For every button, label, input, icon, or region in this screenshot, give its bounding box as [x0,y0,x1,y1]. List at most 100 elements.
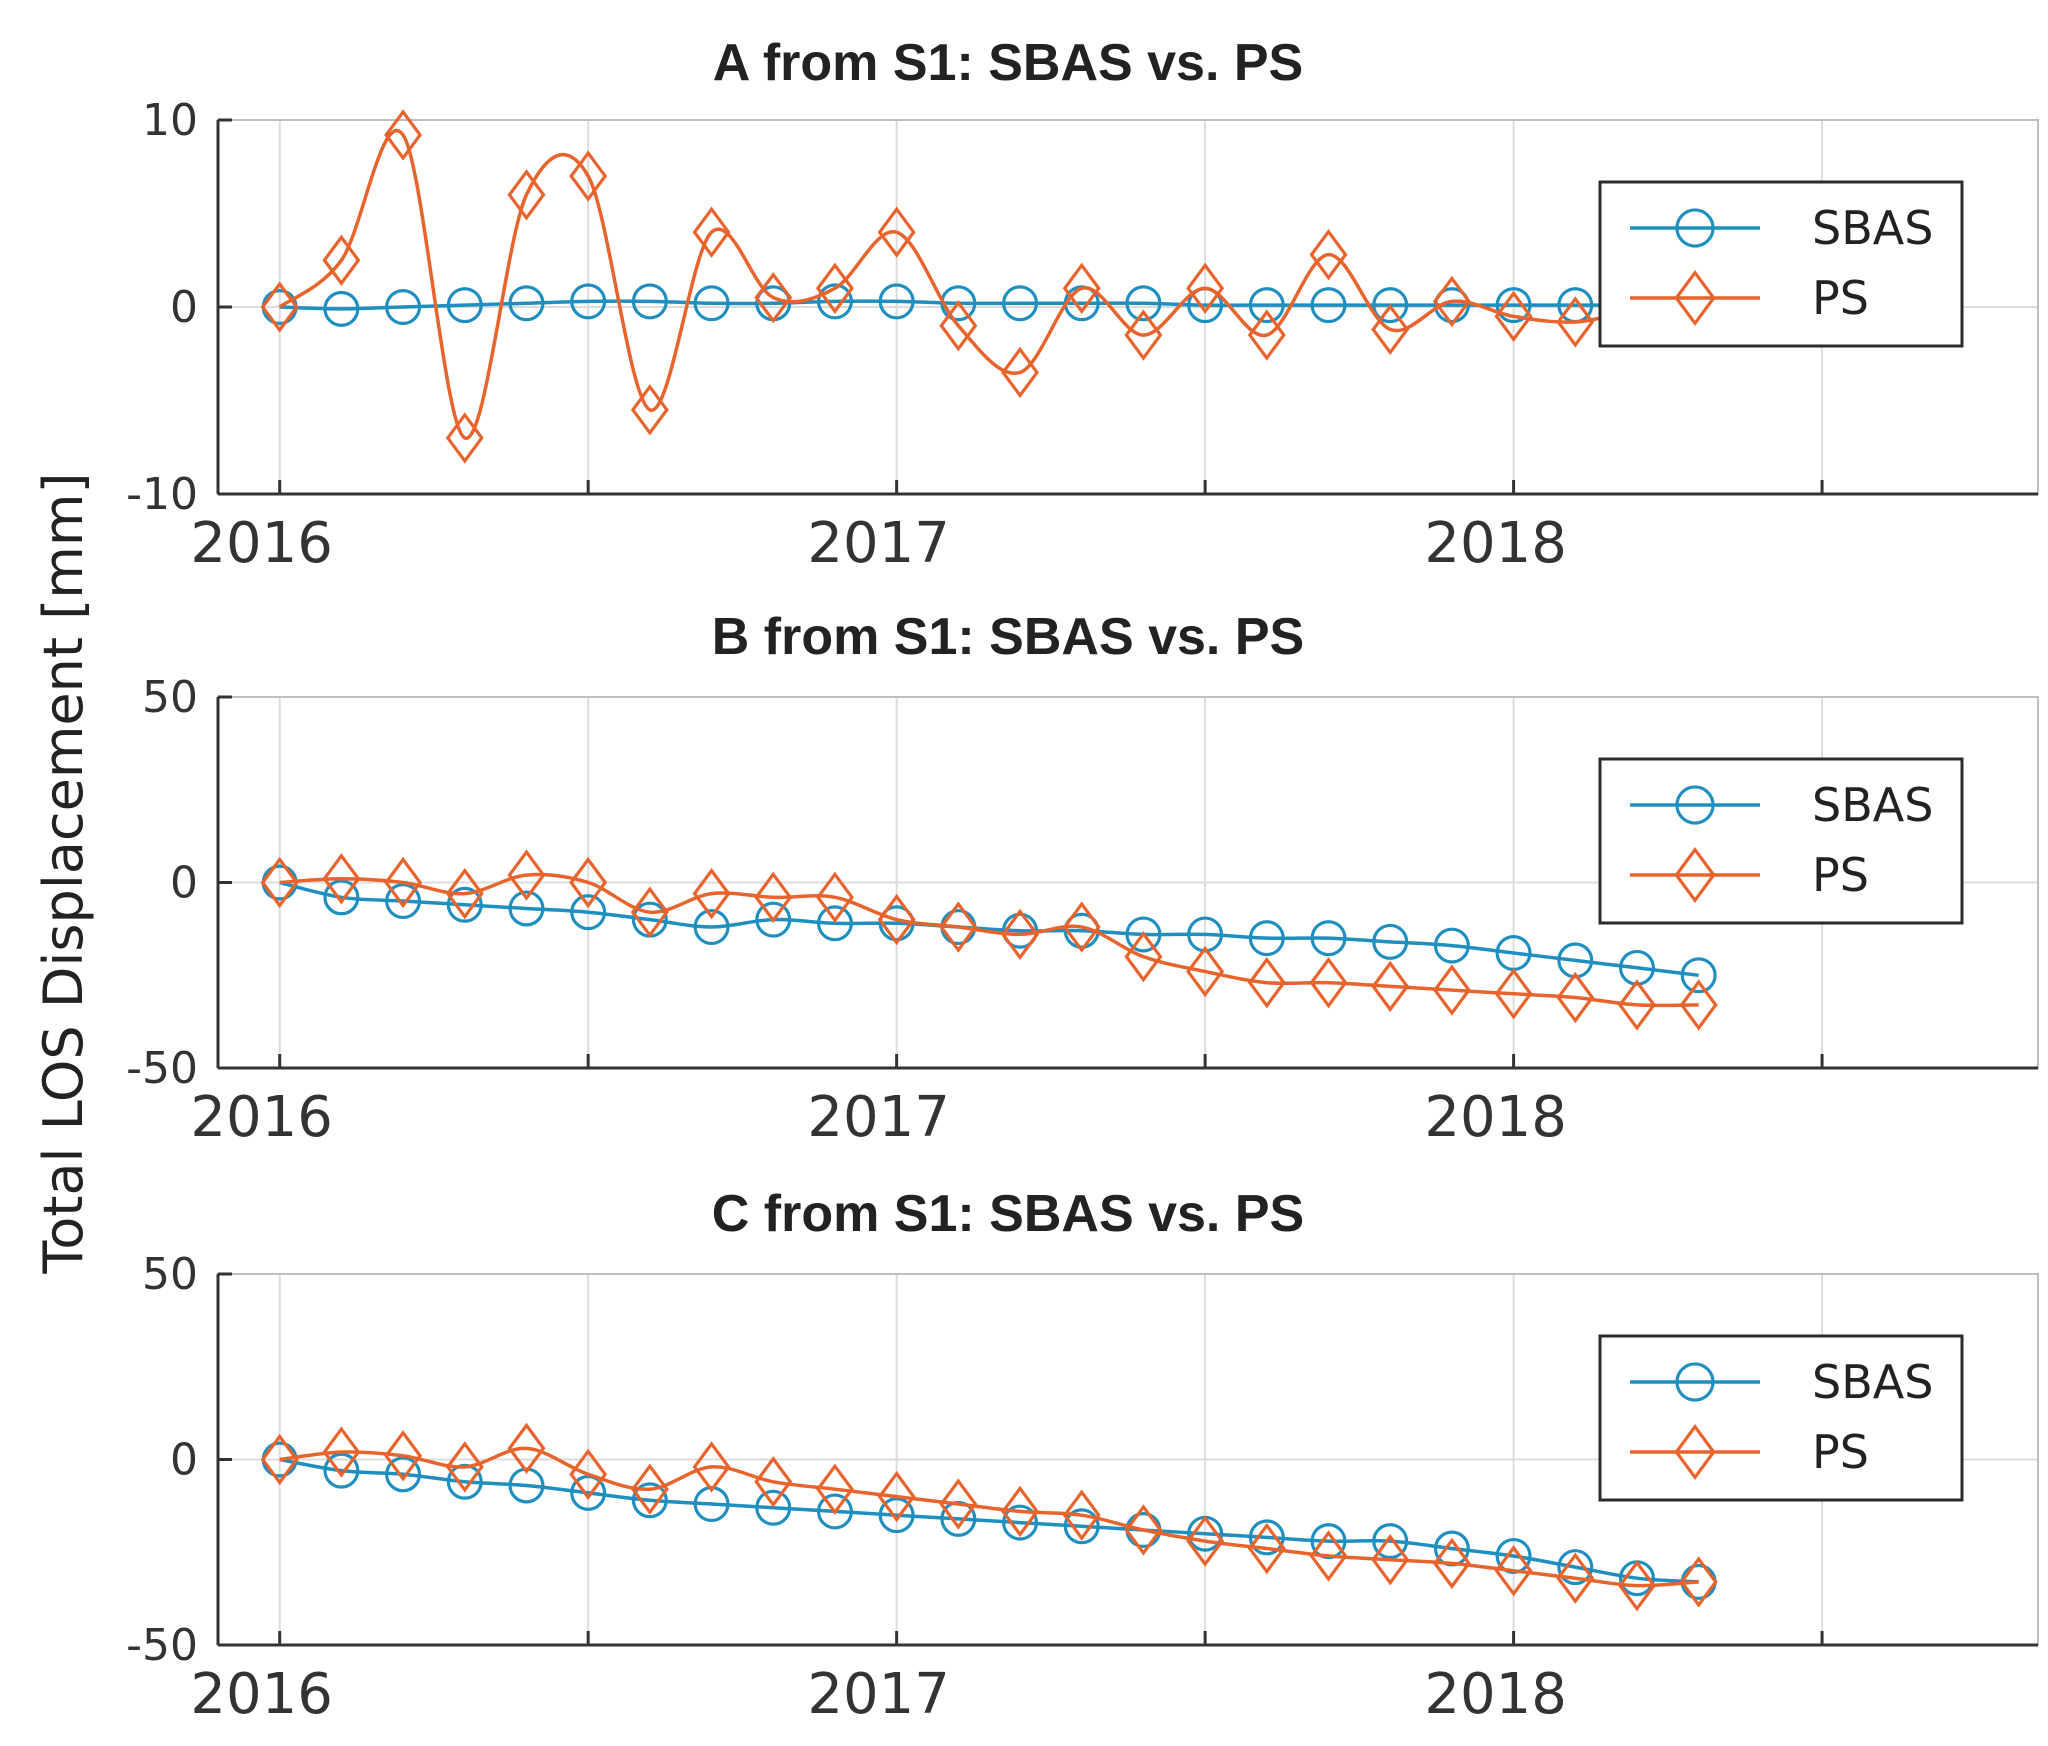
data-point-sbas [1125,285,1162,322]
data-point-ps [1494,1545,1533,1597]
y-tick-label: -10 [126,469,198,520]
data-point-sbas [1002,285,1039,322]
data-point-ps [815,262,854,314]
panel-a: A from S1: SBAS vs. PS 2016 2017 2018 -10 0 10… [126,34,2039,576]
y-tick-label: 0 [170,858,198,909]
data-point-ps [1186,262,1225,314]
data-point-ps [1617,1559,1656,1612]
data-point-ps [1371,960,1410,1013]
data-point-sbas [1310,287,1347,324]
legend-label-ps: PS [1812,848,1869,902]
data-point-sbas [878,1497,915,1534]
y-tick-label: 50 [142,1249,198,1300]
series-line-ps [278,129,1699,440]
data-point-ps [692,867,731,920]
data-point-sbas [816,905,853,942]
data-point-ps [1617,979,1656,1031]
data-point-ps [877,893,916,946]
data-point-ps [1247,309,1286,361]
data-point-sbas [323,290,360,327]
data-point-sbas [755,901,792,938]
data-point-ps [322,853,361,905]
legend-label-ps: PS [1812,1425,1869,1479]
x-tick-label: 2018 [1424,511,1567,576]
data-point-ps [445,867,484,920]
data-point-ps [507,169,546,221]
legend-label-sbas: SBAS [1812,201,1933,255]
data-point-ps [1001,346,1040,399]
data-point-ps [630,384,669,436]
data-point-sbas [446,287,483,324]
panel-c: C from S1: SBAS vs. PS 2016 2017 2018 -50 0 50… [126,1185,2039,1727]
legend-marker-sbas [1675,208,1715,248]
data-point-ps [1247,956,1286,1009]
data-point-sbas [1125,916,1162,953]
data-point-sbas [631,283,668,320]
data-point-sbas [1433,287,1470,324]
series-line-ps [279,872,1699,1008]
legend-box [1598,180,1964,348]
data-point-ps [1186,945,1225,998]
data-point-ps [1432,1537,1471,1590]
data-point-sbas [1372,287,1409,324]
data-point-sbas [1248,920,1285,957]
data-point-ps [569,150,608,202]
data-point-ps [754,271,793,324]
data-point-sbas [323,1452,360,1489]
data-point-sbas [816,283,853,320]
legend-label-sbas: SBAS [1812,778,1933,832]
data-point-ps [692,206,731,258]
data-point-ps [322,234,361,286]
series-line-ps [279,1446,1699,1588]
data-point-ps [754,871,793,924]
data-point-ps [384,856,423,909]
x-tick-label: 2016 [190,1662,333,1727]
data-point-ps [1124,1504,1163,1556]
data-point-ps [939,901,978,953]
data-point-sbas [385,1456,422,1493]
y-tick-label: 10 [142,95,198,146]
series-line-sbas [279,880,1699,978]
series-sbas [261,864,1717,994]
data-point-sbas [385,883,422,920]
data-point-ps [1062,1489,1101,1541]
series-ps [260,1422,1718,1612]
data-point-sbas [1002,1504,1039,1541]
data-point-ps [1062,901,1101,953]
y-tick-label: -50 [126,1043,198,1094]
data-point-ps [1309,228,1348,281]
legend-box [1598,757,1964,925]
legend-box [1598,1334,1964,1502]
data-point-sbas [508,285,545,322]
data-point-sbas [1248,1519,1285,1556]
data-point-ps [1494,290,1533,343]
data-point-sbas [323,879,360,916]
data-point-ps [877,206,916,258]
data-point-ps [815,871,854,924]
x-tick-label: 2018 [1424,1085,1567,1150]
data-point-sbas [446,886,483,923]
legend-marker-ps [1674,270,1716,326]
data-point-ps [384,109,423,161]
data-point-sbas [385,289,422,326]
data-point-sbas [878,283,915,320]
data-point-ps [1247,1522,1286,1575]
data-point-ps [1001,1485,1040,1538]
legend: SBAS PS [1598,757,1964,925]
x-tick-label: 2018 [1424,1662,1567,1727]
data-point-ps [1679,979,1718,1031]
panels: A from S1: SBAS vs. PS 2016 2017 2018 -10 0 10… [126,34,2039,1727]
legend: SBAS PS [1598,1334,1964,1502]
legend-label-sbas: SBAS [1812,1355,1933,1409]
series-line-sbas [279,299,1699,311]
data-point-sbas [508,890,545,927]
panel-b: B from S1: SBAS vs. PS 2016 2017 2018 -50 0 50… [126,608,2039,1150]
data-point-ps [1494,968,1533,1020]
data-point-ps [1186,1515,1225,1567]
data-point-ps [507,1422,546,1475]
y-tick-label: -50 [126,1620,198,1671]
x-tick-label: 2016 [190,1085,333,1150]
legend-marker-ps [1674,847,1716,903]
data-point-ps [939,1478,978,1530]
